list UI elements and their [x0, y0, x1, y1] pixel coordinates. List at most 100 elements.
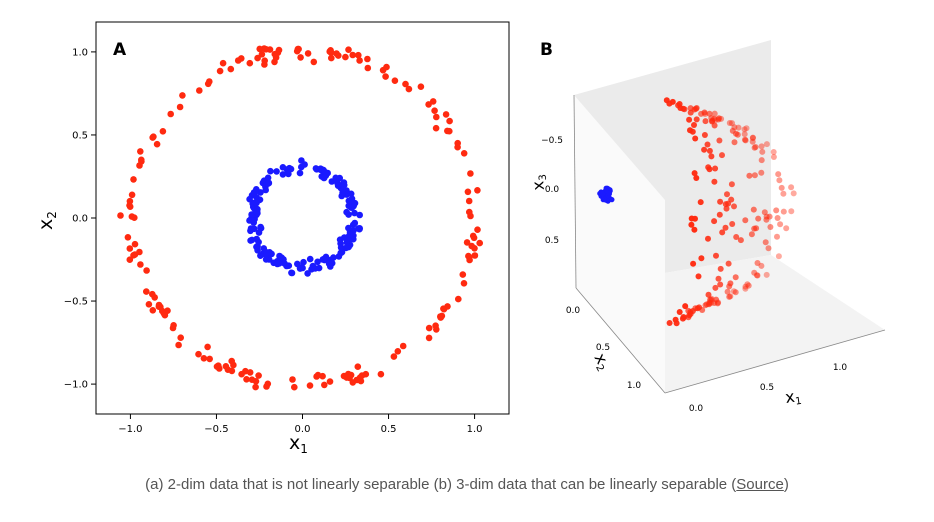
outer-point — [196, 87, 203, 94]
b-outer-point — [687, 109, 694, 116]
caption-close: ) — [783, 476, 789, 493]
inner-point — [284, 165, 292, 173]
inner-point — [340, 181, 348, 189]
b-outer-point — [706, 166, 713, 173]
a-ytick-label: 0.5 — [72, 130, 88, 141]
panel-a-label: A — [113, 40, 127, 60]
inner-point — [253, 194, 260, 201]
b-outer-point — [690, 260, 697, 267]
b-outer-point — [676, 309, 683, 315]
outer-point — [417, 83, 425, 90]
b-outer-point — [716, 211, 723, 218]
b-inner-point — [605, 198, 611, 204]
b-outer-point — [713, 252, 719, 259]
outer-point — [248, 376, 256, 384]
outer-point — [345, 46, 352, 53]
outer-point — [126, 256, 134, 264]
outer-point — [238, 370, 245, 378]
b-outer-point — [712, 165, 719, 172]
inner-point — [315, 264, 323, 272]
inner-point — [334, 182, 342, 189]
panel-a-chart: −1.0 −0.5 0.0 0.5 1.0−1.0−0.50.00.51.0 A x1 … — [35, 21, 510, 456]
b-outer-point — [748, 231, 755, 238]
inner-point — [257, 224, 265, 232]
inner-point — [254, 247, 261, 254]
outer-point — [390, 353, 398, 360]
b-outer-point — [692, 305, 699, 312]
inner-point — [306, 255, 314, 263]
outer-point — [364, 55, 371, 63]
b-outer-point — [723, 205, 730, 212]
b-outer-point — [687, 310, 694, 317]
inner-point — [330, 254, 337, 261]
b-outer-point — [693, 116, 700, 123]
b-outer-point — [735, 124, 742, 131]
outer-point — [130, 176, 137, 183]
b-ytick-label: 0.5 — [596, 343, 610, 353]
inner-point — [350, 232, 357, 239]
panel-b-z-axis — [573, 94, 577, 289]
outer-point — [143, 267, 150, 274]
outer-point — [243, 376, 250, 383]
outer-point — [151, 294, 158, 301]
b-outer-point — [711, 178, 718, 185]
outer-point — [176, 103, 184, 111]
inner-point — [262, 186, 270, 194]
b-outer-point — [733, 234, 740, 240]
outer-point — [128, 191, 136, 199]
panel-b-ticks: −0.5 0.0 0.5 0.0 0.5 1.0 0.0 0.5 1.0 — [541, 136, 847, 414]
panel-b-x-axis — [664, 329, 886, 394]
b-outer-point — [788, 208, 795, 215]
b-outer-point — [783, 225, 790, 232]
b-outer-point — [758, 157, 765, 164]
outer-point — [219, 59, 227, 67]
source-link[interactable]: Source — [736, 476, 784, 493]
b-outer-point — [765, 245, 772, 252]
b-outer-point — [749, 138, 756, 145]
b-outer-point — [722, 224, 729, 231]
inner-point — [337, 240, 344, 247]
outer-point — [206, 78, 213, 85]
inner-point — [304, 270, 311, 277]
b-inner-point — [600, 191, 606, 197]
outer-point — [354, 363, 362, 371]
inner-point — [308, 266, 315, 273]
inner-point — [264, 174, 272, 182]
b-outer-point — [715, 275, 722, 282]
a-xtick-label: 1.0 — [467, 424, 483, 435]
outer-point — [271, 50, 279, 58]
outer-point — [313, 373, 320, 380]
outer-point — [474, 226, 481, 233]
outer-point — [349, 379, 357, 386]
a-ytick-label: 1.0 — [72, 47, 88, 58]
b-outer-point — [726, 283, 733, 290]
inner-point — [300, 258, 307, 266]
panel-b-points — [597, 97, 797, 327]
figure-caption: (a) 2-dim data that is not linearly sepa… — [0, 476, 934, 493]
outer-point — [326, 378, 334, 385]
inner-point — [347, 197, 354, 204]
b-outer-point — [776, 177, 783, 184]
b-outer-point — [767, 224, 774, 230]
outer-point — [432, 124, 440, 132]
b-ytick-label: 1.0 — [627, 381, 642, 391]
b-outer-point — [713, 296, 720, 303]
outer-point — [252, 383, 259, 391]
outer-point — [126, 197, 134, 205]
b-outer-point — [745, 282, 752, 289]
outer-point — [138, 156, 145, 164]
panel-b-chart: −0.5 0.0 0.5 0.0 0.5 1.0 0.0 0.5 1.0 B x1 x2 x3 — [528, 40, 886, 414]
inner-point — [279, 164, 287, 171]
b-outer-point — [692, 135, 699, 142]
b-outer-point — [719, 229, 726, 236]
b-outer-point — [675, 102, 682, 109]
b-outer-point — [732, 274, 739, 281]
inner-point — [250, 219, 257, 226]
outer-point — [321, 381, 328, 389]
outer-point — [460, 280, 468, 287]
outer-point — [150, 133, 157, 140]
inner-point — [263, 249, 271, 256]
outer-point — [304, 50, 312, 57]
b-outer-point — [724, 191, 730, 198]
panel-a-frame — [95, 21, 510, 415]
